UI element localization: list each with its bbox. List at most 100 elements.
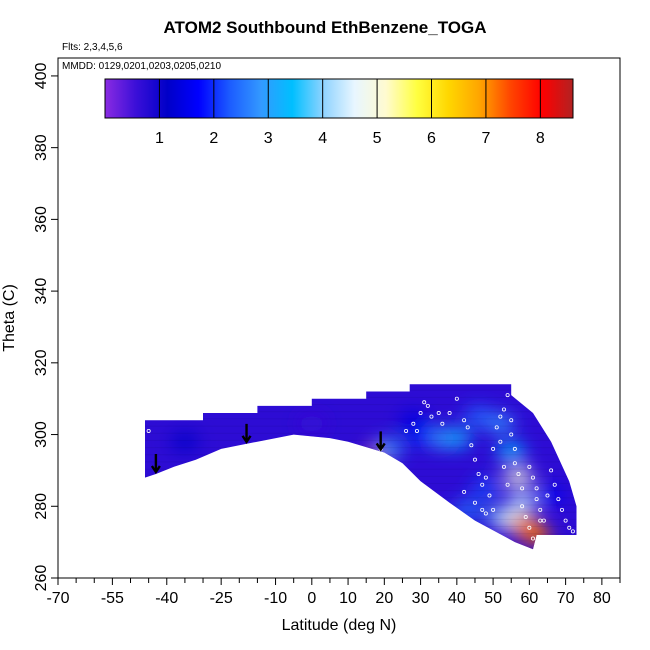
field-blob: [170, 432, 199, 451]
x-axis-label: Latitude (deg N): [282, 617, 397, 634]
y-axis: 260 280 300 320 340 360 380 400: [33, 62, 58, 591]
sample-point: [480, 482, 485, 487]
curtain-band: [131, 383, 588, 384]
sample-point: [480, 507, 485, 512]
x-tick-label: -10: [264, 590, 287, 607]
colorbar-tick-label: 7: [481, 130, 490, 147]
sample-point: [559, 507, 564, 512]
curtain-band: [145, 497, 577, 499]
x-tick-label: 80: [593, 590, 611, 607]
sample-point: [512, 446, 517, 451]
field-blob: [486, 414, 515, 433]
field-blob: [508, 493, 537, 512]
sample-point: [411, 421, 416, 426]
curtain-band: [145, 418, 577, 420]
y-tick-label: 320: [33, 349, 50, 376]
x-tick-label: 40: [448, 590, 466, 607]
colorbar-gradient: [104, 78, 574, 119]
y-tick-label: 400: [33, 62, 50, 89]
flights-note: Flts: 2,3,4,5,6: [62, 42, 123, 53]
field-blob: [537, 486, 566, 505]
x-tick-label: 30: [412, 590, 430, 607]
sample-point: [563, 518, 568, 523]
sample-point: [429, 414, 434, 419]
sample-point: [549, 468, 554, 473]
curtain-band: [145, 511, 577, 513]
field-blob: [297, 414, 326, 433]
sample-point: [541, 518, 546, 523]
curtain-band: [145, 411, 577, 413]
curtain-band: [145, 389, 577, 391]
sample-point: [501, 464, 506, 469]
ascent-arrows: [150, 423, 386, 475]
x-tick-label: 60: [520, 590, 538, 607]
sample-point: [567, 525, 572, 530]
sample-point: [509, 418, 514, 423]
field-blob: [504, 468, 533, 487]
concentration-field: [170, 407, 566, 544]
sample-point: [385, 457, 390, 462]
field-blob: [406, 425, 435, 444]
y-tick-label: 380: [33, 134, 50, 161]
x-axis: -70 -55 -40 -25 -10 0 10 20 30 40 50 60 70 80: [46, 578, 621, 607]
colorbar: 1 2 3 4 5 6 7 8: [104, 78, 574, 147]
curtain-band: [145, 439, 577, 441]
sample-point: [516, 471, 521, 476]
curtain-band: [145, 482, 577, 484]
sample-point: [527, 464, 532, 469]
field-blob: [399, 411, 428, 430]
y-axis-label: Theta (C): [1, 284, 18, 352]
x-tick-label: 0: [307, 590, 316, 607]
y-tick-label: 360: [33, 206, 50, 233]
x-tick-label: 20: [375, 590, 393, 607]
curtain-heatmap: [131, 383, 588, 550]
curtain-band: [145, 504, 577, 506]
field-blob: [453, 500, 482, 519]
x-tick-label: 70: [557, 590, 575, 607]
sample-point: [418, 411, 423, 416]
sample-point: [538, 518, 543, 523]
colorbar-tick-label: 4: [318, 130, 327, 147]
sample-point: [491, 446, 496, 451]
x-tick-label: -55: [101, 590, 124, 607]
sample-point: [404, 428, 409, 433]
sample-point: [422, 400, 427, 405]
sample-point: [389, 457, 394, 462]
sample-point: [498, 439, 503, 444]
curtain-band: [145, 526, 577, 527]
curtain-band: [145, 468, 577, 470]
curtain-band: [145, 490, 577, 492]
ascent-arrow-head: [150, 465, 161, 475]
dates-note: MMDD: 0129,0201,0203,0205,0210: [62, 61, 222, 72]
curtain-band: [145, 540, 577, 542]
sample-point: [505, 393, 510, 398]
sample-point: [425, 403, 430, 408]
sample-point: [487, 493, 492, 498]
sample-point: [462, 489, 467, 494]
sample-point: [538, 507, 543, 512]
sample-point: [520, 504, 525, 509]
chart-title: ATOM2 Southbound EthBenzene_TOGA: [163, 18, 487, 37]
sample-point: [465, 425, 470, 430]
sample-point: [523, 515, 528, 520]
sample-point: [501, 407, 506, 412]
sample-point: [505, 482, 510, 487]
sample-point: [472, 500, 477, 505]
sample-point: [512, 461, 517, 466]
sample-point: [530, 475, 535, 480]
field-blob: [442, 429, 471, 448]
plot-frame: [57, 57, 621, 579]
x-tick-label: -25: [210, 590, 233, 607]
sample-point: [556, 497, 561, 502]
curtain-band: [145, 432, 577, 434]
sample-point: [494, 425, 499, 430]
y-tick-label: 300: [33, 421, 50, 448]
curtain-band: [145, 454, 577, 456]
y-tick-label: 260: [33, 565, 50, 592]
colorbar-tick-label: 2: [209, 130, 218, 147]
sample-point: [530, 536, 535, 541]
x-tick-label: 50: [484, 590, 502, 607]
sample-point: [382, 454, 387, 459]
curtain-band: [145, 447, 577, 449]
sample-point: [534, 486, 539, 491]
